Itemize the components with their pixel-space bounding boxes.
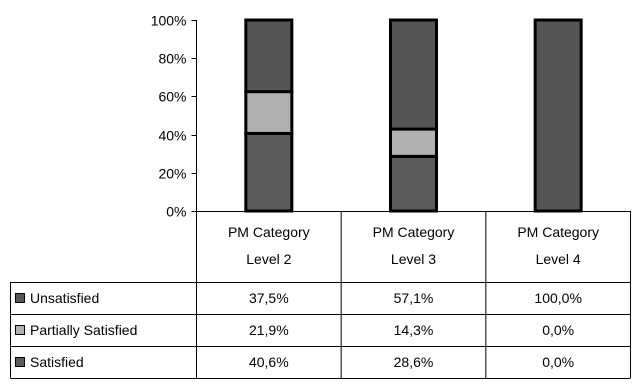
y-tick-label: 80%	[158, 51, 186, 67]
category-label: PM Category	[373, 224, 455, 240]
bar-segment	[389, 154, 438, 213]
table-cell-value: 28,6%	[394, 354, 434, 370]
table-cell-value: 57,1%	[394, 290, 434, 306]
legend-swatch	[15, 325, 25, 335]
table-cell-value: 0,0%	[542, 322, 574, 338]
legend-swatch	[15, 357, 25, 367]
bar-segment	[244, 90, 294, 135]
category-label: PM Category	[228, 224, 310, 240]
category-label: PM Category	[517, 224, 599, 240]
table-cell-value: 0,0%	[542, 354, 574, 370]
bar-segment	[244, 131, 294, 213]
category-label: Level 4	[536, 251, 581, 267]
y-tick-label: 20%	[158, 166, 186, 182]
table-cell-value: 21,9%	[249, 322, 289, 338]
bar-segment	[533, 18, 583, 213]
category-label: Level 3	[391, 251, 436, 267]
legend-label: Satisfied	[30, 354, 84, 370]
table-cell-value: 14,3%	[394, 322, 434, 338]
bar-segment	[244, 18, 294, 94]
legend-label: Unsatisfied	[30, 290, 99, 306]
y-tick-label: 0%	[166, 204, 186, 220]
bar-segment	[389, 18, 438, 131]
y-tick-label: 40%	[158, 128, 186, 144]
bar-segment	[389, 127, 438, 158]
legend-swatch	[15, 293, 25, 303]
y-tick-label: 60%	[158, 89, 186, 105]
table-cell-value: 40,6%	[249, 354, 289, 370]
y-tick-label: 100%	[151, 13, 187, 29]
legend-label: Partially Satisfied	[30, 322, 137, 338]
table-cell-value: 100,0%	[534, 290, 581, 306]
table-cell-value: 37,5%	[249, 290, 289, 306]
category-label: Level 2	[246, 251, 291, 267]
